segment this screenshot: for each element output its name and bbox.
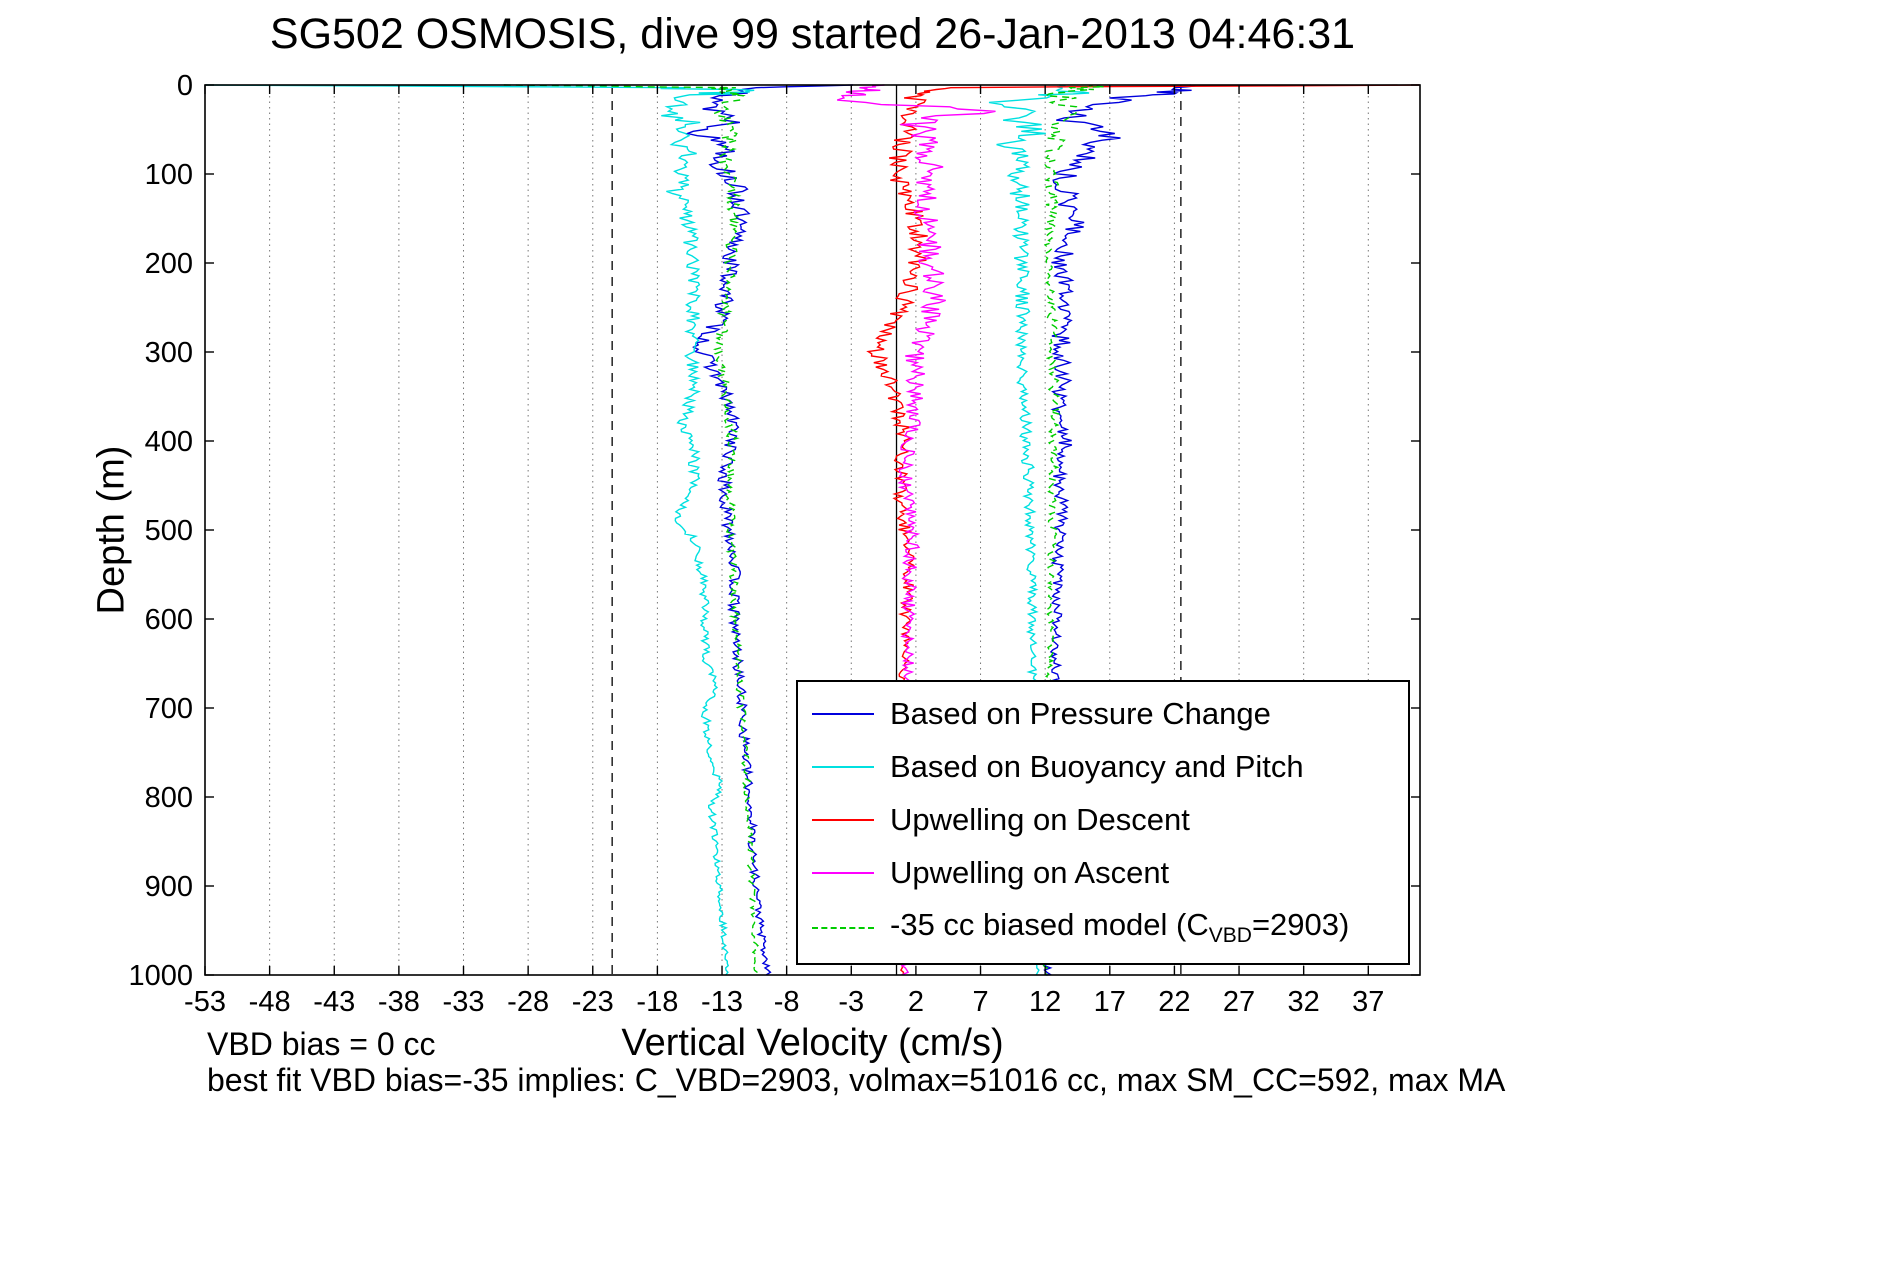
legend-label: Upwelling on Descent [890,801,1190,837]
x-tick-label: -28 [507,986,549,1018]
x-tick-label: -43 [313,986,355,1018]
x-tick-label: -48 [249,986,291,1018]
chart-title: SG502 OSMOSIS, dive 99 started 26-Jan-20… [269,10,1356,58]
y-tick-label: 100 [145,159,193,191]
vbd-bias-annotation: VBD bias = 0 cc [207,1026,436,1062]
legend: Based on Pressure Change Based on Buoyanc… [796,680,1410,965]
legend-entry: Based on Buoyancy and Pitch [812,749,1400,785]
x-tick-label: 37 [1352,986,1384,1018]
legend-entry: Based on Pressure Change [812,696,1400,732]
y-tick-label: 400 [145,426,193,458]
x-tick-label: 27 [1223,986,1255,1018]
x-tick-label: -38 [378,986,420,1018]
legend-line-sample [812,871,874,874]
x-tick-label: -3 [838,986,864,1018]
y-tick-label: 500 [145,515,193,547]
x-tick-label: 32 [1288,986,1320,1018]
legend-label: Based on Buoyancy and Pitch [890,749,1304,785]
x-tick-label: -23 [572,986,614,1018]
legend-label: -35 cc biased model (CVBD=2903) [890,907,1350,948]
legend-entry: -35 cc biased model (CVBD=2903) [812,907,1400,948]
y-tick-label: 800 [145,782,193,814]
legend-line-sample [812,766,874,769]
legend-line-sample [812,713,874,716]
x-tick-label: -33 [443,986,485,1018]
y-tick-label: 0 [177,70,193,102]
x-tick-label: 22 [1158,986,1190,1018]
legend-label-subscript: VBD [1208,924,1252,948]
y-tick-label: 700 [145,693,193,725]
legend-label: Upwelling on Ascent [890,854,1170,890]
x-tick-label: -53 [184,986,226,1018]
trace-buoyancy-pitch-descent [205,84,755,976]
y-tick-label: 200 [145,248,193,280]
legend-entry: Upwelling on Ascent [812,855,1400,891]
y-tick-label: 300 [145,337,193,369]
x-tick-label: -18 [636,986,678,1018]
y-tick-label: 600 [145,604,193,636]
x-tick-label: 7 [972,986,988,1018]
legend-entry: Upwelling on Descent [812,802,1400,838]
y-tick-label: 900 [145,871,193,903]
x-axis-label: Vertical Velocity (cm/s) [621,1022,1004,1064]
x-tick-label: 2 [908,986,924,1018]
trace-pressure-descent [685,84,854,976]
legend-label: Based on Pressure Change [890,696,1271,732]
y-tick-label: 1000 [128,960,193,992]
x-tick-label: -8 [774,986,800,1018]
trace-biased-model-descent [503,84,760,976]
best-fit-annotation: best fit VBD bias=-35 implies: C_VBD=290… [207,1062,1506,1098]
x-tick-label: 12 [1029,986,1061,1018]
legend-line-sample [812,818,874,821]
x-tick-label: 17 [1094,986,1126,1018]
x-tick-label: -13 [701,986,743,1018]
legend-line-sample [812,926,874,929]
